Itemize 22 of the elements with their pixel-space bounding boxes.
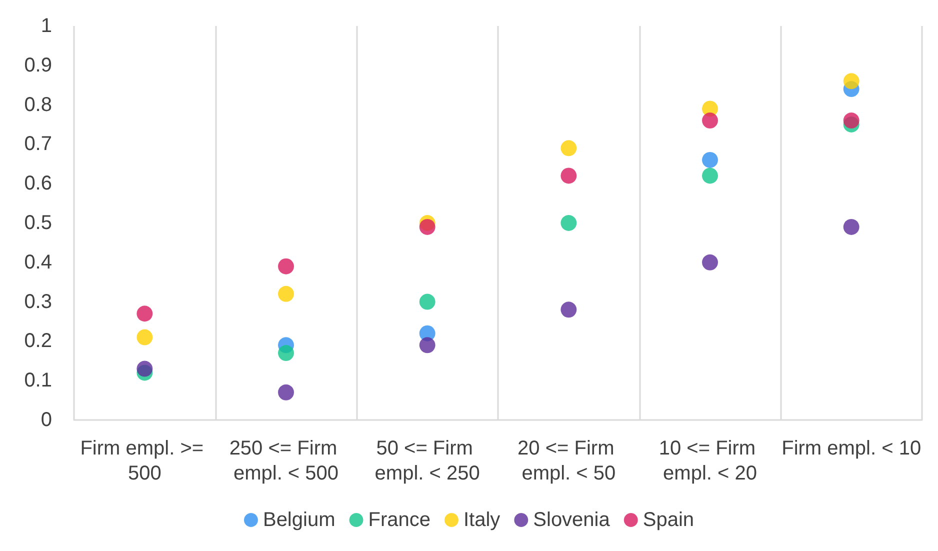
- legend-label: Spain: [642, 509, 694, 531]
- y-tick-label: 0.9: [24, 54, 52, 76]
- x-tick-label: Firm empl. < 10: [782, 438, 922, 460]
- x-tick-label: 50 <= Firm empl. < 250: [374, 438, 480, 484]
- x-tick-label: Firm empl. >= 500: [80, 438, 210, 484]
- legend-label: Slovenia: [533, 509, 611, 531]
- x-tick-label: 10 <= Firm empl. < 20: [658, 438, 762, 484]
- y-tick-label: 0.2: [24, 330, 52, 352]
- legend-label: Belgium: [262, 509, 336, 531]
- y-tick-label: 0.6: [24, 172, 52, 195]
- y-tick-label: 0: [40, 409, 52, 431]
- y-tick-label: 0.1: [24, 370, 52, 392]
- legend-label: France: [368, 509, 430, 531]
- legend-label: Italy: [463, 509, 500, 531]
- x-tick-label: 20 <= Firm empl. < 50: [518, 438, 620, 484]
- y-tick-label: 0.3: [24, 290, 52, 313]
- y-tick-label: 0.4: [24, 251, 52, 274]
- x-tick-label: 250 <= Firm empl. < 500: [229, 438, 343, 484]
- y-tick-label: 0.8: [24, 94, 52, 116]
- y-tick-label: 0.5: [24, 212, 52, 234]
- y-tick-label: 0.7: [24, 133, 52, 156]
- y-tick-label: 1: [40, 15, 52, 37]
